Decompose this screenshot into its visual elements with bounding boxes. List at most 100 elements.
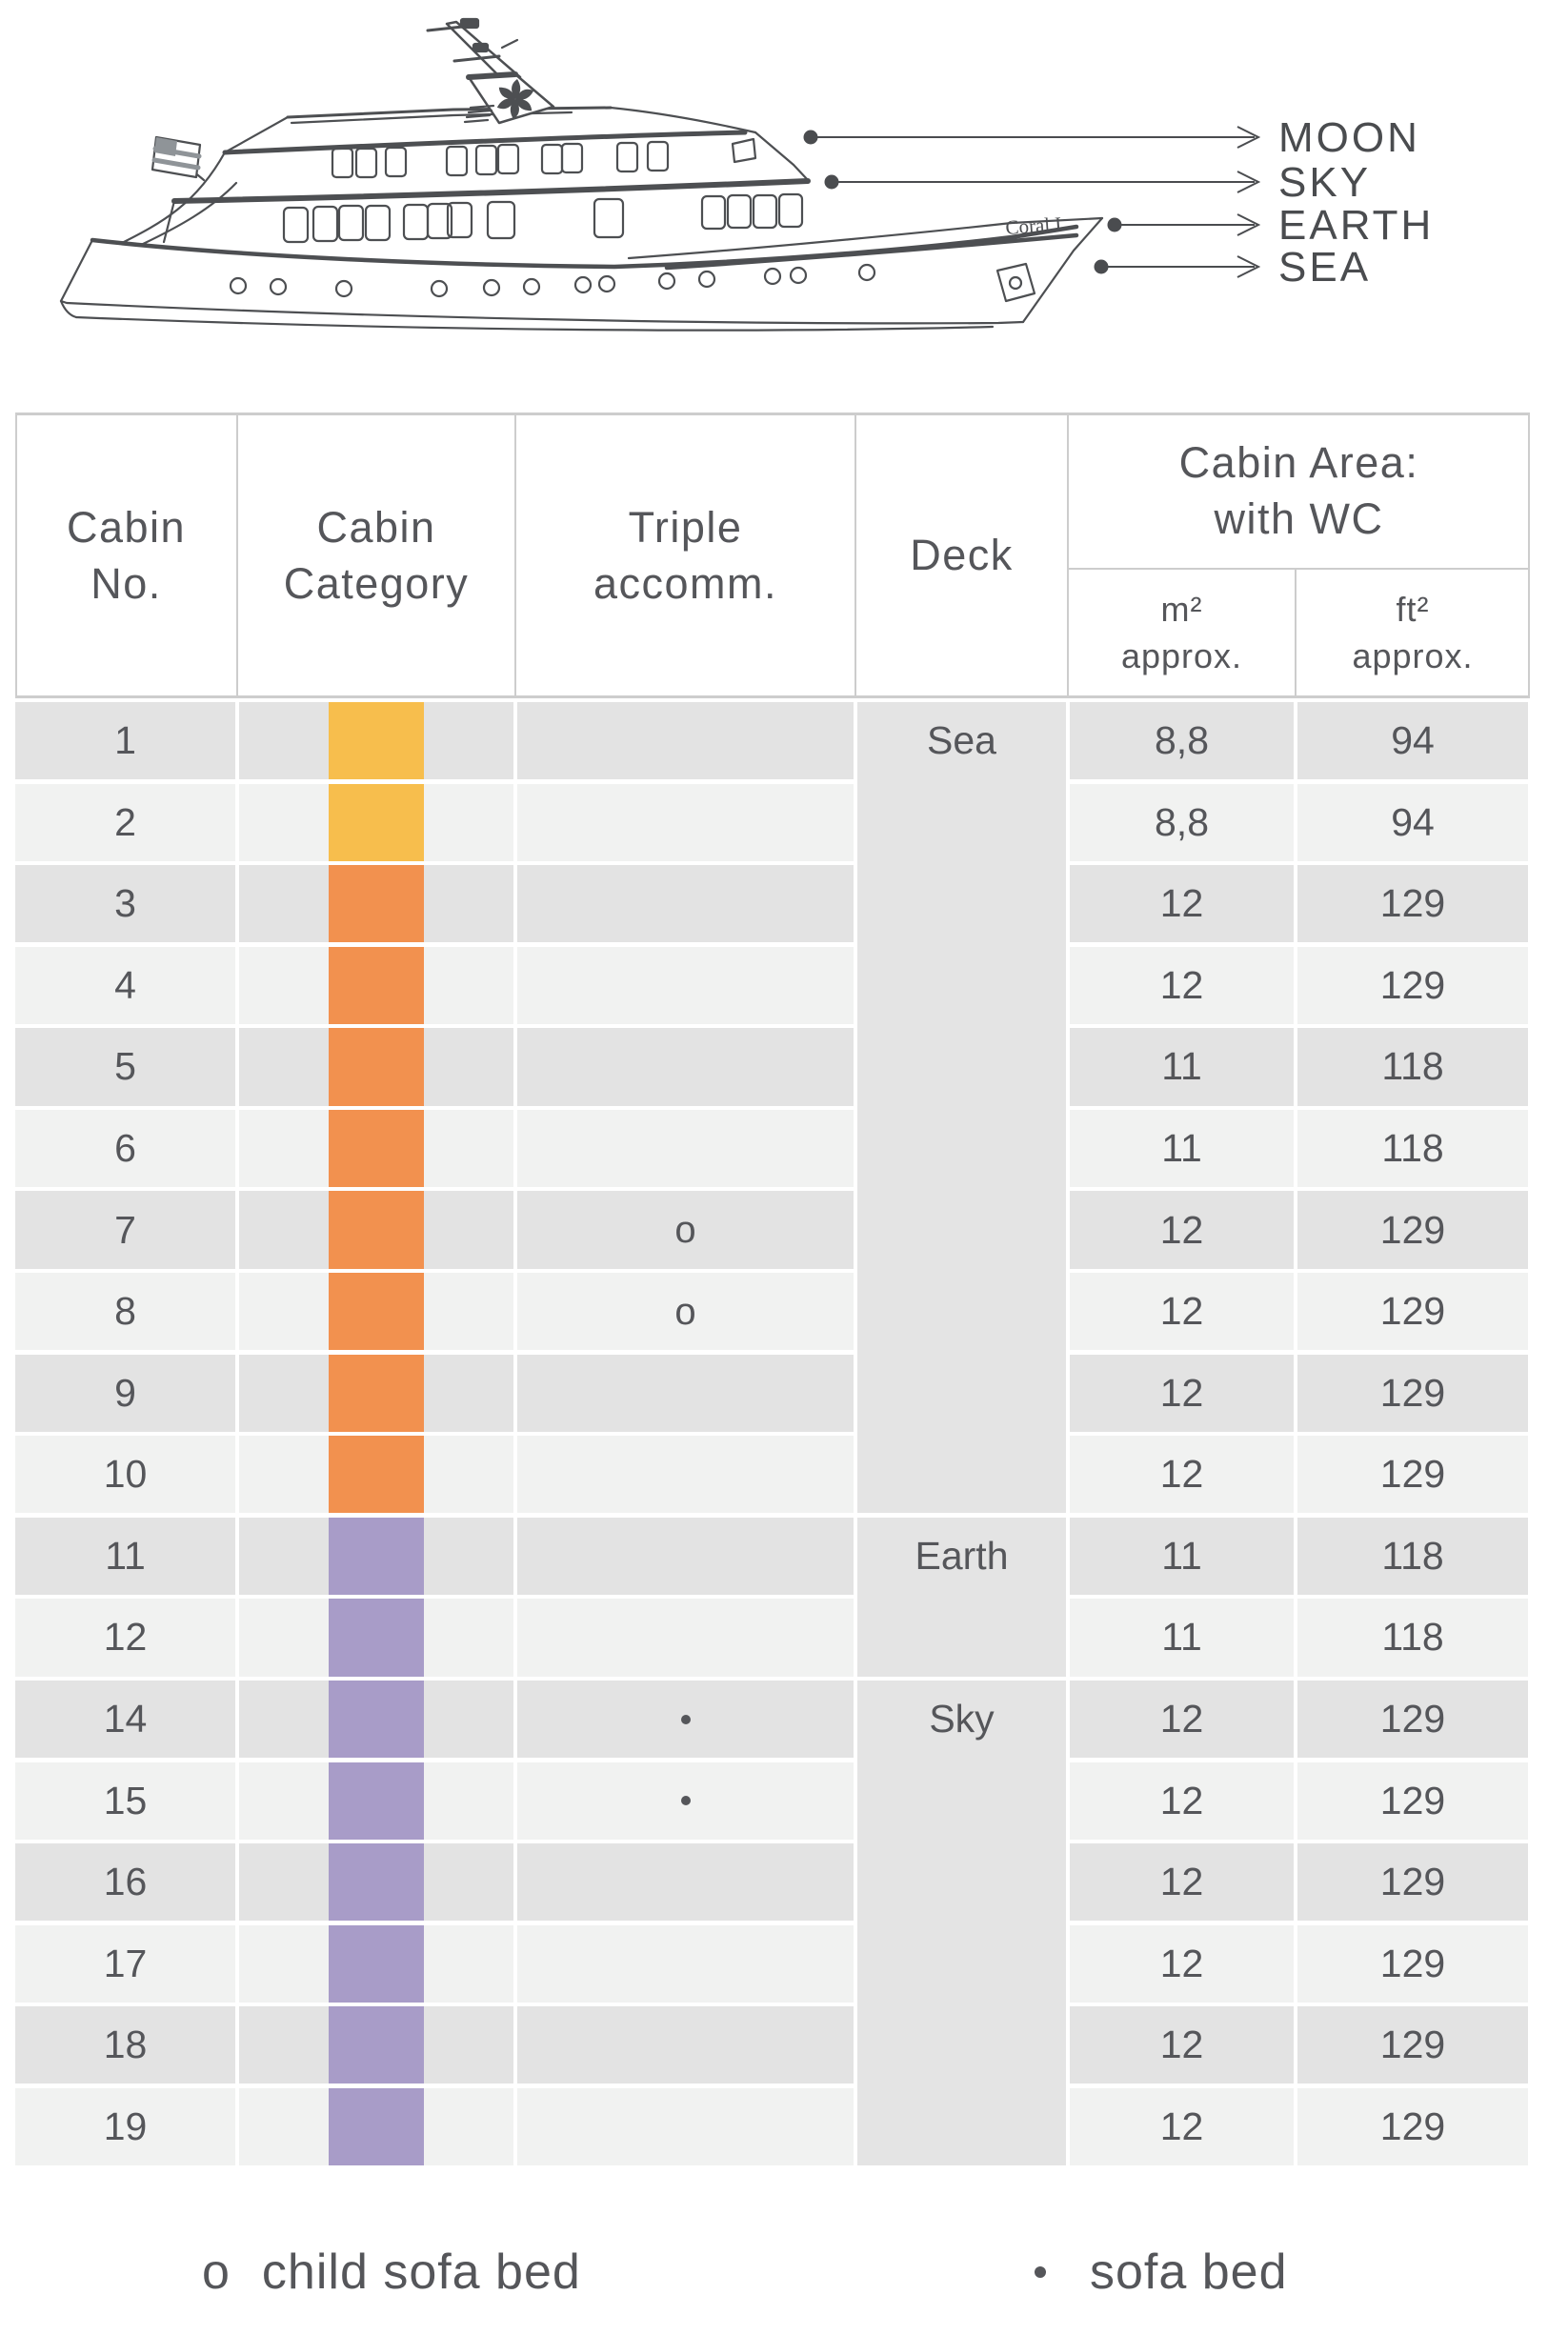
deck-label-earth: EARTH (1278, 202, 1434, 249)
cabin-category-cell (239, 1761, 513, 1840)
area-ft2-cell: 94 (1297, 702, 1528, 780)
sofa-bed-icon (1035, 2266, 1046, 2278)
deck-pointer-earth (1107, 213, 1261, 236)
ship-sky-windows (331, 140, 670, 179)
triple-accomm-cell (517, 1436, 854, 1514)
cabin-no-cell: 18 (15, 2006, 235, 2084)
area-ft2-cell: 118 (1297, 1028, 1528, 1106)
cabin-category-cell (239, 1680, 513, 1759)
ship-flag (151, 135, 206, 182)
header-divider (1295, 569, 1297, 698)
area-m2-cell: 12 (1070, 1191, 1294, 1269)
ship-name-label: Coral I (1005, 212, 1062, 239)
cabin-category-cell (239, 1436, 513, 1514)
area-m2-cell: 12 (1070, 2006, 1294, 2084)
header-cabin-area: Cabin Area: with WC (1178, 437, 1419, 543)
triple-accomm-cell (517, 2087, 854, 2166)
area-ft2-cell: 118 (1297, 1599, 1528, 1677)
triple-accomm-cell (517, 702, 854, 780)
child-sofa-bed-icon: o (674, 1290, 696, 1333)
area-m2-cell: 11 (1070, 1028, 1294, 1106)
header-border-top (15, 413, 1530, 415)
category-swatch-yellow (329, 783, 424, 861)
cabin-category-cell (239, 1517, 513, 1595)
cabin-no-cell: 17 (15, 1924, 235, 2003)
area-ft2-cell: 129 (1297, 1924, 1528, 2003)
category-swatch-orange (329, 1191, 424, 1269)
legend-label: sofa bed (1090, 2244, 1288, 2300)
header-deck: Deck (910, 531, 1014, 580)
deck-cell-sea: Sea (857, 702, 1066, 1514)
table-header: Cabin No. Cabin Category Triple accomm. … (15, 413, 1530, 698)
ship-mast (426, 17, 555, 125)
cabin-no-cell: 16 (15, 1843, 235, 1922)
area-ft2-cell: 129 (1297, 1354, 1528, 1432)
child-sofa-bed-icon: o (202, 2244, 230, 2300)
header-divider (1067, 413, 1069, 698)
category-swatch-purple (329, 1924, 424, 2003)
category-swatch-orange (329, 1109, 424, 1188)
triple-accomm-cell (517, 1109, 854, 1188)
cabin-category-cell (239, 702, 513, 780)
sofa-bed-icon (680, 1796, 691, 1806)
child-sofa-bed-icon: o (674, 1209, 696, 1252)
category-swatch-purple (329, 1680, 424, 1759)
triple-accomm-cell (517, 1924, 854, 2003)
triple-accomm-cell: o (517, 1191, 854, 1269)
deck-cell-sky: Sky (857, 1680, 1066, 2166)
triple-accomm-cell (517, 1517, 854, 1595)
ship-logo (496, 79, 534, 119)
header-divider (514, 413, 516, 698)
area-ft2-cell: 129 (1297, 946, 1528, 1024)
header-cabin-category: Cabin Category (283, 502, 470, 608)
area-ft2-cell: 118 (1297, 1517, 1528, 1595)
area-m2-cell: 12 (1070, 946, 1294, 1024)
triple-accomm-cell (517, 1028, 854, 1106)
triple-accomm-cell (517, 2006, 854, 2084)
triple-accomm-cell (517, 1761, 854, 1840)
deck-name-label: Sky (929, 1696, 995, 1741)
area-m2-cell: 12 (1070, 1924, 1294, 2003)
cabin-no-cell: 9 (15, 1354, 235, 1432)
cabin-category-cell (239, 1028, 513, 1106)
deck-name-label: Earth (915, 1533, 1009, 1578)
area-m2-cell: 12 (1070, 1354, 1294, 1432)
cabin-category-cell (239, 1354, 513, 1432)
cabin-category-cell (239, 1191, 513, 1269)
area-ft2-cell: 129 (1297, 1843, 1528, 1922)
cabin-no-cell: 11 (15, 1517, 235, 1595)
header-triple-accomm: Triple accomm. (593, 502, 778, 608)
area-m2-cell: 12 (1070, 1436, 1294, 1514)
cabin-no-cell: 14 (15, 1680, 235, 1759)
ship-illustration: Coral I MOON SKY EARTH SEA (59, 17, 1434, 332)
deck-label-sky: SKY (1278, 159, 1371, 206)
triple-accomm-cell (517, 1843, 854, 1922)
deck-label-moon: MOON (1278, 114, 1420, 161)
cabin-no-cell: 6 (15, 1109, 235, 1188)
area-m2-cell: 12 (1070, 1761, 1294, 1840)
area-m2-cell: 8,8 (1070, 783, 1294, 861)
deck-pointer-sea (1094, 255, 1261, 278)
category-swatch-orange (329, 1028, 424, 1106)
cabin-no-cell: 4 (15, 946, 235, 1024)
sofa-bed-icon (680, 1714, 691, 1724)
category-swatch-purple (329, 1761, 424, 1840)
area-ft2-cell: 129 (1297, 1761, 1528, 1840)
deck-pointer-sky (824, 171, 1261, 193)
area-ft2-cell: 129 (1297, 865, 1528, 943)
cabin-category-cell (239, 2087, 513, 2166)
area-ft2-cell: 129 (1297, 2087, 1528, 2166)
cabin-no-cell: 2 (15, 783, 235, 861)
legend: o child sofa bed sofa bed (0, 2229, 1568, 2315)
area-m2-cell: 11 (1070, 1517, 1294, 1595)
header-border-right (1528, 413, 1530, 698)
header-ft2-approx: ft² approx. (1352, 590, 1474, 675)
category-swatch-purple (329, 2006, 424, 2084)
cabin-no-cell: 1 (15, 702, 235, 780)
triple-accomm-cell (517, 946, 854, 1024)
cabin-no-cell: 5 (15, 1028, 235, 1106)
cabin-no-cell: 12 (15, 1599, 235, 1677)
area-ft2-cell: 118 (1297, 1109, 1528, 1188)
category-swatch-yellow (329, 702, 424, 780)
